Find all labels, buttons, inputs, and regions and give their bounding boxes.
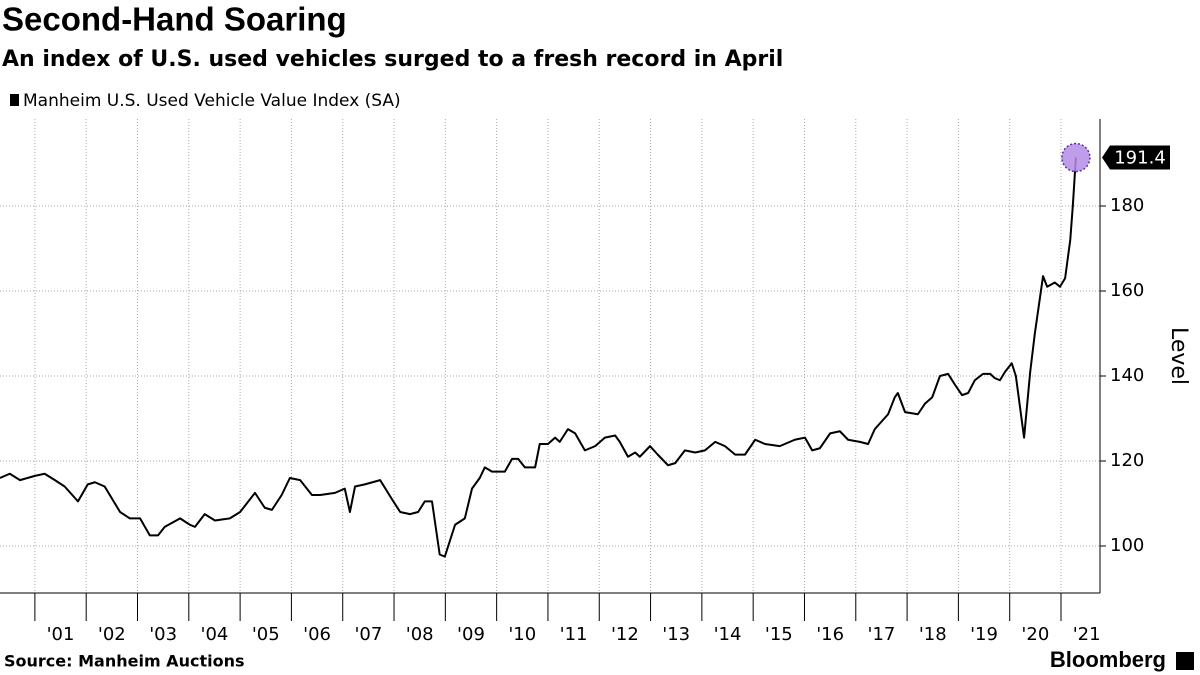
y-tick-label: 140: [1110, 365, 1144, 386]
y-axis-label: Level: [1166, 327, 1191, 385]
x-tick-label: '16: [816, 624, 844, 645]
x-tick-label: '13: [662, 624, 690, 645]
x-tick-label: '04: [201, 624, 229, 645]
last-value-box: [1102, 145, 1170, 170]
chart-subtitle: An index of U.S. used vehicles surged to…: [2, 47, 783, 72]
x-tick-label: '02: [98, 624, 126, 645]
x-tick-label: '07: [354, 624, 382, 645]
x-tick-label: '12: [611, 624, 639, 645]
x-tick-label: '09: [457, 624, 485, 645]
last-point-marker: [1061, 142, 1091, 173]
y-tick-label: 180: [1110, 195, 1144, 216]
x-tick-label: '05: [252, 624, 280, 645]
series-line: [0, 157, 1077, 558]
x-tick-label: '19: [970, 624, 998, 645]
source: Source: Manheim Auctions: [4, 652, 244, 671]
x-tick-label: '08: [406, 624, 434, 645]
x-tick-label: '21: [1073, 624, 1101, 645]
y-tick-label: 120: [1110, 450, 1144, 471]
brand-icon: [1176, 652, 1194, 670]
y-tick-label: 100: [1110, 535, 1144, 556]
x-tick-label: '01: [47, 624, 75, 645]
legend-swatch: [10, 94, 19, 106]
legend-label: Manheim U.S. Used Vehicle Value Index (S…: [23, 91, 401, 111]
y-tick-label: 160: [1110, 280, 1144, 301]
x-tick-label: '18: [919, 624, 947, 645]
x-tick-label: '03: [149, 624, 177, 645]
x-tick-label: '17: [868, 624, 896, 645]
x-tick-label: '06: [303, 624, 331, 645]
x-tick-label: '20: [1021, 624, 1049, 645]
x-tick-label: '11: [560, 624, 588, 645]
x-tick-label: '14: [714, 624, 742, 645]
last-value-label: 191.4: [1114, 148, 1166, 169]
brand: Bloomberg: [1050, 647, 1166, 672]
chart-title: Second-Hand Soaring: [2, 1, 347, 38]
x-tick-label: '10: [508, 624, 536, 645]
x-tick-label: '15: [765, 624, 793, 645]
